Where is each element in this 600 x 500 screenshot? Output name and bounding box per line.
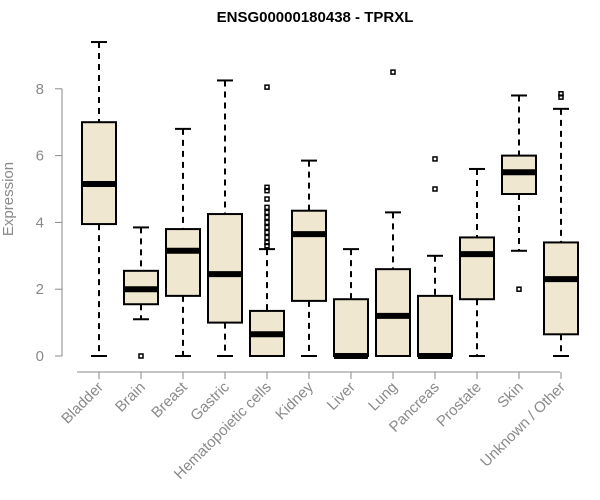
x-tick-label: Breast (148, 378, 191, 421)
box-3 (207, 79, 243, 357)
outlier-point (264, 204, 270, 211)
box-6 (333, 248, 369, 359)
outlier-point (432, 156, 438, 162)
outlier-point (264, 84, 270, 90)
y-tick-label: 0 (36, 348, 44, 365)
box-10 (501, 94, 537, 292)
outlier-point (264, 224, 270, 231)
y-tick-label: 6 (36, 148, 44, 165)
outlier-point (264, 209, 270, 216)
iqr-box (543, 241, 579, 336)
outlier-point (264, 229, 270, 236)
y-axis-label: Expression (0, 162, 17, 236)
outlier-point (558, 94, 564, 100)
outlier-point (138, 353, 144, 359)
box-4 (249, 84, 285, 358)
outlier-point (516, 286, 522, 292)
box-7 (375, 69, 411, 357)
y-axis-ticks: 0 2 4 6 8 (36, 81, 62, 365)
chart-title: ENSG00000180438 - TPRXL (217, 9, 414, 26)
box-11 (543, 91, 579, 357)
x-tick-label: Bladder (58, 379, 107, 428)
outlier-point (264, 243, 270, 249)
outlier-point (432, 186, 438, 192)
outlier-point (264, 219, 270, 226)
y-tick-label: 2 (36, 281, 44, 298)
iqr-box (81, 121, 117, 226)
box-1 (123, 226, 159, 359)
x-tick-label: Prostate (433, 379, 485, 431)
box-series (81, 41, 579, 359)
x-tick-label: Liver (324, 379, 359, 414)
iqr-box (333, 298, 369, 357)
x-tick-label: Brain (112, 379, 149, 416)
iqr-box (459, 236, 495, 301)
outlier-point (264, 234, 270, 241)
outlier-point (264, 187, 270, 194)
box-0 (81, 41, 117, 357)
y-tick-label: 8 (36, 81, 44, 98)
iqr-box (165, 228, 201, 297)
box-8 (417, 156, 453, 359)
outlier-point (390, 69, 396, 75)
iqr-box (291, 209, 327, 302)
outlier-point (264, 214, 270, 221)
box-2 (165, 127, 201, 357)
iqr-box (207, 213, 243, 324)
x-tick-label: Skin (494, 379, 527, 412)
iqr-box (375, 268, 411, 357)
box-9 (459, 167, 495, 357)
iqr-box (417, 294, 453, 358)
x-tick-label: Lung (365, 379, 401, 415)
box-5 (291, 159, 327, 357)
outlier-point (264, 196, 270, 202)
y-tick-label: 4 (36, 214, 44, 231)
x-tick-label: Kidney (272, 378, 317, 423)
